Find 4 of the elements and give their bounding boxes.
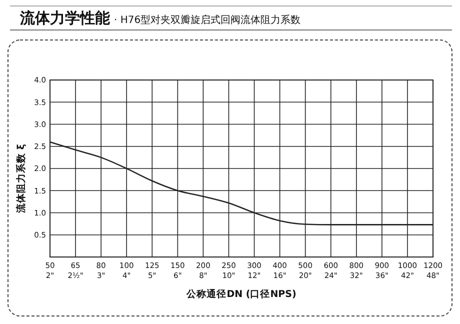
- chart-title: 流体力学性能: [20, 9, 110, 27]
- chart-subtitle: · H76型对夹双瓣旋启式回阀流体阻力系数: [114, 14, 301, 26]
- x-axis-title: 公称通径DN (口径NPS): [186, 288, 296, 300]
- y-axis-title: 流体阻力系数 ξ: [15, 144, 27, 214]
